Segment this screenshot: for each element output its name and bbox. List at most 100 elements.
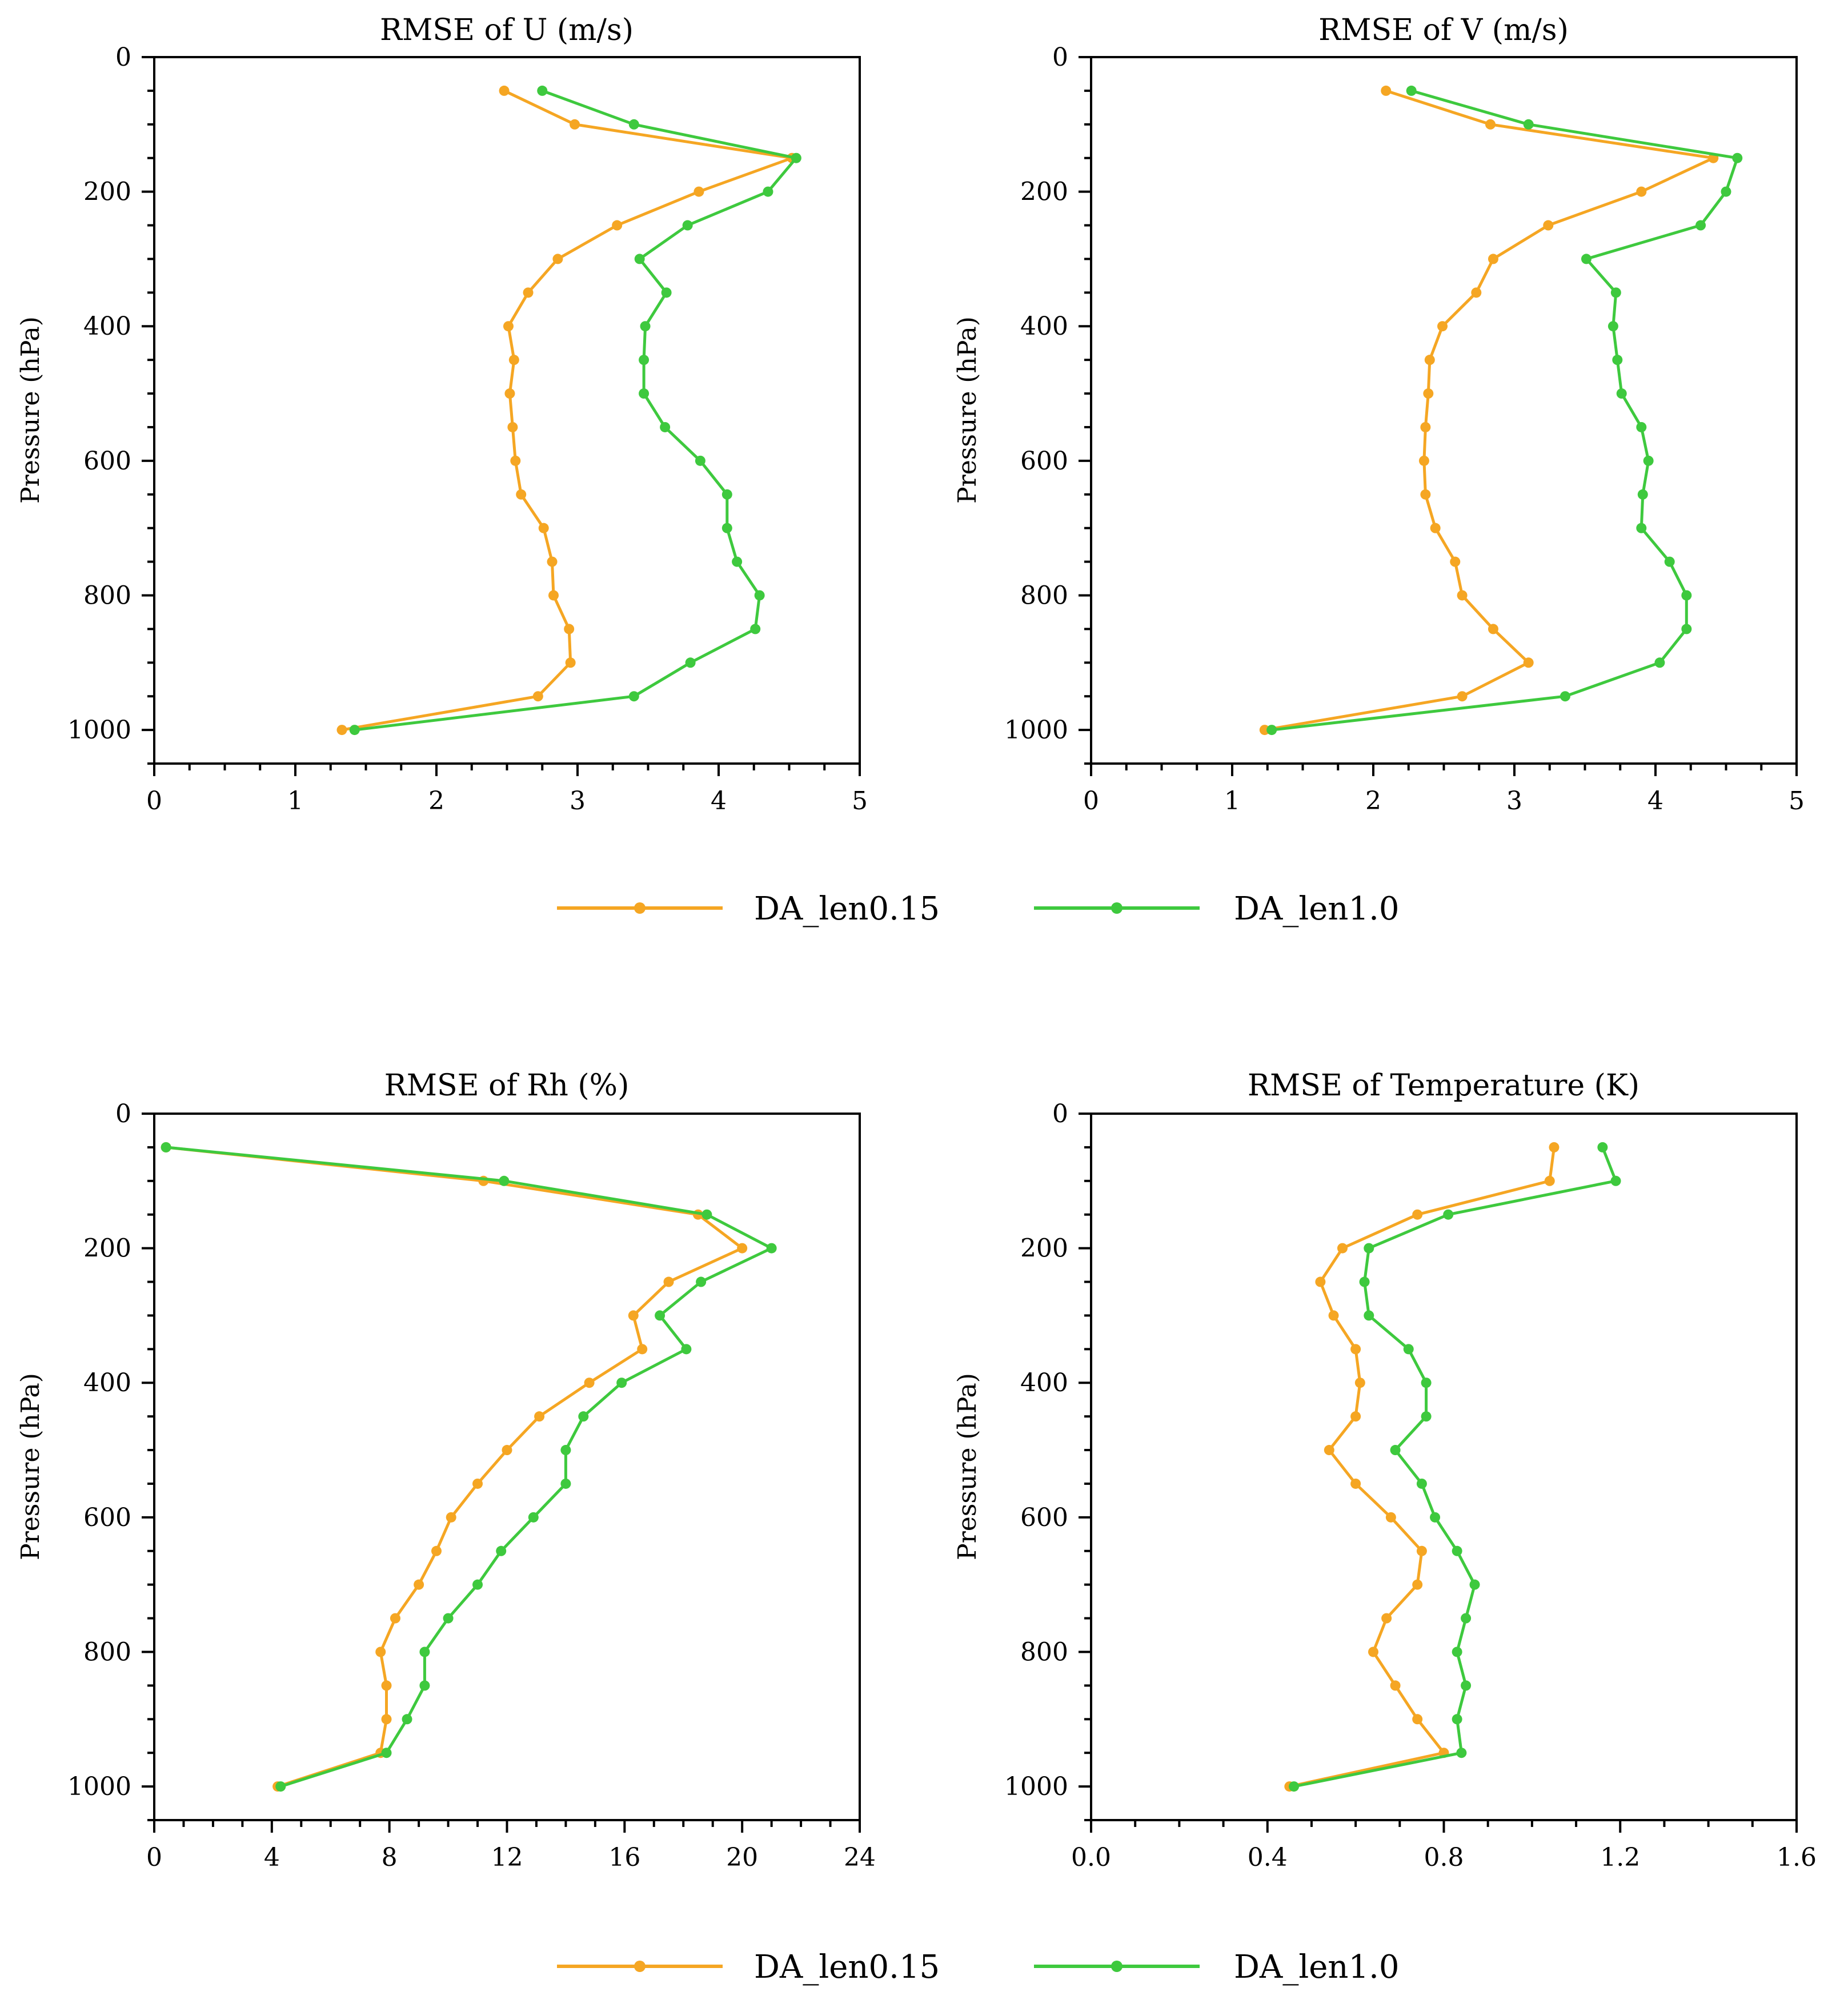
legend-marker-da-len10 — [1111, 1961, 1123, 1972]
data-point-da-len1-0 — [1654, 657, 1665, 668]
data-point-da-len0-15 — [1259, 725, 1270, 736]
plot-frame — [153, 56, 861, 765]
data-point-da-len0-15 — [1437, 321, 1448, 332]
data-point-da-len0-15 — [1549, 1142, 1560, 1152]
data-point-da-len0-15 — [1350, 1478, 1361, 1489]
legend-label-da-len10: DA_len1.0 — [1234, 890, 1400, 927]
data-point-da-len0-15 — [1416, 1545, 1427, 1556]
plot-frame — [1090, 56, 1798, 765]
data-point-da-len1-0 — [660, 421, 671, 432]
data-point-da-len0-15 — [1450, 556, 1461, 567]
data-point-da-len1-0 — [616, 1378, 627, 1388]
data-point-da-len1-0 — [1664, 556, 1675, 567]
data-point-da-len1-0 — [696, 1276, 707, 1287]
x-tick-label: 8 — [382, 1843, 398, 1872]
data-point-da-len0-15 — [737, 1243, 748, 1254]
data-point-da-len0-15 — [1328, 1310, 1339, 1321]
data-point-da-len1-0 — [639, 388, 650, 399]
data-point-da-len0-15 — [381, 1680, 392, 1691]
data-point-da-len0-15 — [1412, 1209, 1423, 1220]
data-point-da-len1-0 — [1430, 1512, 1441, 1523]
data-point-da-len1-0 — [1289, 1781, 1300, 1792]
x-tick-label: 4 — [711, 786, 727, 816]
data-point-da-len1-0 — [578, 1411, 589, 1422]
plot-frame — [153, 1113, 861, 1821]
data-point-da-len0-15 — [1471, 287, 1482, 298]
data-point-da-len0-15 — [1543, 220, 1554, 231]
data-point-da-len1-0 — [1469, 1579, 1480, 1590]
data-point-da-len1-0 — [1636, 421, 1647, 432]
data-point-da-len1-0 — [560, 1445, 571, 1456]
data-point-da-len0-15 — [508, 355, 519, 366]
data-point-da-len1-0 — [1456, 1748, 1467, 1758]
data-point-da-len0-15 — [565, 657, 576, 668]
data-point-da-len0-15 — [1523, 657, 1534, 668]
y-tick-label: 0 — [1052, 1099, 1068, 1129]
x-tick-label: 20 — [726, 1843, 758, 1872]
legend-top: DA_len0.15 DA_len1.0 — [557, 890, 1400, 927]
data-point-da-len1-0 — [681, 1344, 692, 1355]
y-tick-label: 200 — [1020, 1234, 1068, 1263]
x-tick-label: 2 — [428, 786, 444, 816]
data-point-da-len1-0 — [402, 1714, 412, 1725]
data-point-da-len1-0 — [560, 1478, 571, 1489]
data-point-da-len0-15 — [516, 489, 527, 500]
data-point-da-len0-15 — [693, 186, 704, 197]
data-point-da-len0-15 — [507, 421, 518, 432]
data-point-da-len0-15 — [534, 1411, 545, 1422]
data-point-da-len0-15 — [1485, 119, 1496, 130]
y-tick-label: 800 — [83, 1637, 131, 1666]
y-tick-label: 0 — [115, 43, 131, 72]
x-tick-label: 4 — [264, 1843, 280, 1872]
x-tick-label: 0 — [1083, 786, 1099, 816]
data-point-da-len1-0 — [1452, 1646, 1462, 1657]
data-point-da-len1-0 — [701, 1209, 712, 1220]
x-tick-label: 3 — [570, 786, 586, 816]
data-point-da-len1-0 — [1416, 1478, 1427, 1489]
data-point-da-len0-15 — [570, 119, 580, 130]
data-point-da-len1-0 — [472, 1579, 483, 1590]
data-point-da-len0-15 — [1385, 1512, 1396, 1523]
data-point-da-len1-0 — [791, 152, 801, 163]
data-point-da-len0-15 — [472, 1478, 483, 1489]
data-point-da-len1-0 — [1421, 1378, 1432, 1388]
data-point-da-len1-0 — [1616, 388, 1627, 399]
data-point-da-len1-0 — [1637, 489, 1648, 500]
x-tick-label: 4 — [1647, 786, 1663, 816]
data-point-da-len1-0 — [1732, 152, 1743, 163]
y-tick-label: 200 — [83, 178, 131, 207]
data-point-da-len0-15 — [375, 1646, 386, 1657]
data-point-da-len1-0 — [1406, 85, 1417, 96]
data-point-da-len1-0 — [1359, 1276, 1370, 1287]
data-point-da-len0-15 — [1430, 523, 1441, 533]
panel-rmse-u: RMSE of U (m/s) Pressure (hPa) 0 200 400 60… — [16, 13, 868, 816]
data-point-da-len1-0 — [161, 1142, 171, 1152]
y-axis-label: Pressure (hPa) — [953, 1373, 982, 1560]
x-tick-label: 0 — [146, 786, 162, 816]
y-tick-label: 0 — [1052, 43, 1068, 72]
data-point-da-len0-15 — [1423, 388, 1434, 399]
y-tick-label: 600 — [1020, 447, 1068, 476]
series-line-da-len1-0 — [1293, 1146, 1617, 1788]
data-point-da-len1-0 — [1461, 1680, 1472, 1691]
data-point-da-len1-0 — [419, 1680, 430, 1691]
data-point-da-len0-15 — [523, 287, 534, 298]
data-point-da-len1-0 — [763, 186, 773, 197]
data-point-da-len1-0 — [1607, 321, 1618, 332]
chart-title: RMSE of U (m/s) — [380, 13, 634, 47]
y-tick-label: 200 — [1020, 178, 1068, 207]
chart-title: RMSE of Temperature (K) — [1248, 1069, 1639, 1103]
data-point-da-len0-15 — [499, 85, 510, 96]
data-point-da-len0-15 — [1488, 254, 1498, 264]
data-point-da-len1-0 — [628, 119, 639, 130]
data-point-da-len1-0 — [1610, 287, 1621, 298]
x-tick-label: 12 — [491, 1843, 523, 1872]
data-point-da-len0-15 — [1324, 1445, 1334, 1456]
data-point-da-len0-15 — [1418, 455, 1429, 466]
x-tick-label: 0.8 — [1424, 1843, 1464, 1872]
data-point-da-len0-15 — [1420, 421, 1431, 432]
data-point-da-len1-0 — [1612, 355, 1623, 366]
data-point-da-len1-0 — [499, 1175, 510, 1186]
data-point-da-len1-0 — [685, 657, 696, 668]
data-point-da-len1-0 — [528, 1512, 539, 1523]
